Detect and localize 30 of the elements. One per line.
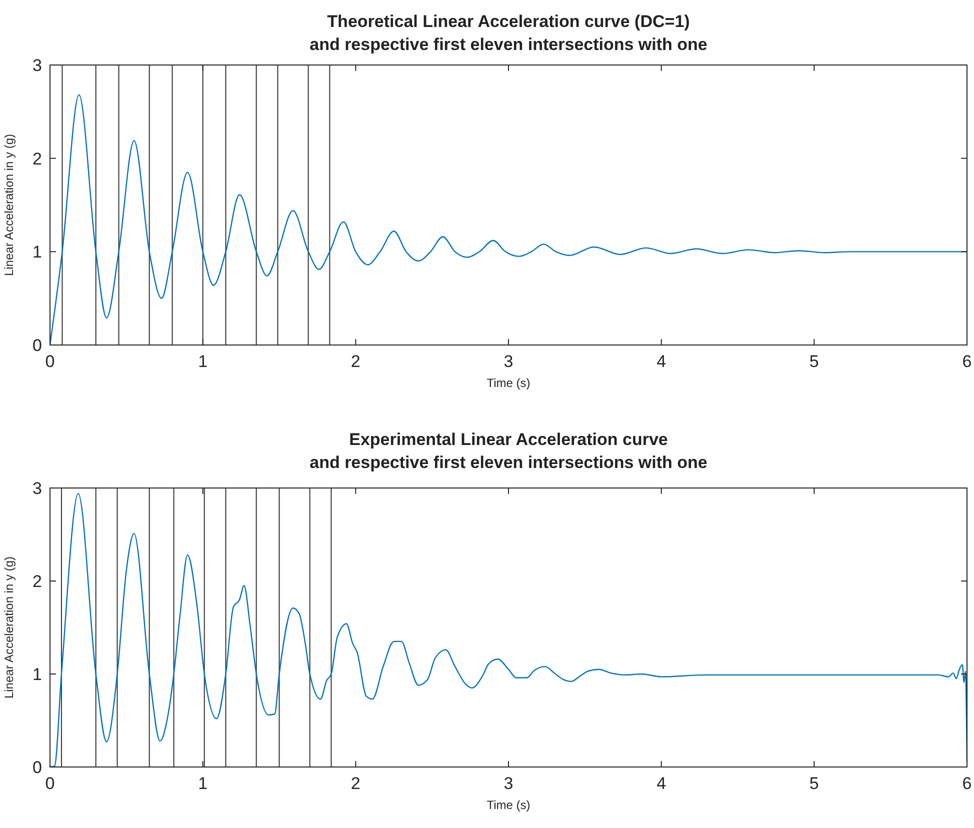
x-axis-title: Time (s) [486, 376, 530, 390]
y-tick-label: 3 [32, 479, 42, 498]
y-tick-label: 1 [32, 242, 42, 262]
y-axis-title: Linear Acceleration in y (g) [2, 134, 16, 276]
y-tick-label: 0 [32, 758, 42, 777]
x-tick-label: 6 [962, 352, 972, 371]
y-tick-label: 0 [32, 336, 42, 355]
line-series [49, 492, 968, 768]
chart-title: Theoretical Linear Acceleration curve (DC=1) and respective first eleven intersections with one [310, 12, 708, 54]
chart-title: Experimental Linear Acceleration curve and respective first eleven intersections with one [310, 430, 708, 472]
x-tick-label: 6 [962, 774, 972, 793]
x-tick-label: 3 [504, 352, 514, 371]
y-tick-label: 2 [32, 572, 42, 591]
x-tick-label: 3 [504, 774, 514, 793]
x-tick-label: 5 [809, 352, 819, 371]
y-tick-label: 2 [32, 149, 42, 168]
x-tick-label: 5 [809, 774, 819, 793]
x-tick-label: 0 [45, 774, 55, 793]
x-tick-label: 2 [350, 774, 360, 793]
y-tick-label: 3 [32, 56, 42, 75]
x-tick-label: 4 [656, 774, 666, 793]
x-axis-title: Time (s) [486, 798, 530, 812]
x-tick-label: 4 [656, 352, 666, 371]
x-tick-label: 2 [350, 352, 360, 371]
x-tick-label: 0 [45, 352, 55, 371]
x-tick-label: 1 [198, 352, 208, 371]
y-tick-label: 1 [32, 665, 42, 684]
y-axis-title: Linear Acceleration in y (g) [2, 556, 16, 699]
line-series [49, 94, 968, 346]
x-tick-label: 1 [198, 774, 208, 793]
